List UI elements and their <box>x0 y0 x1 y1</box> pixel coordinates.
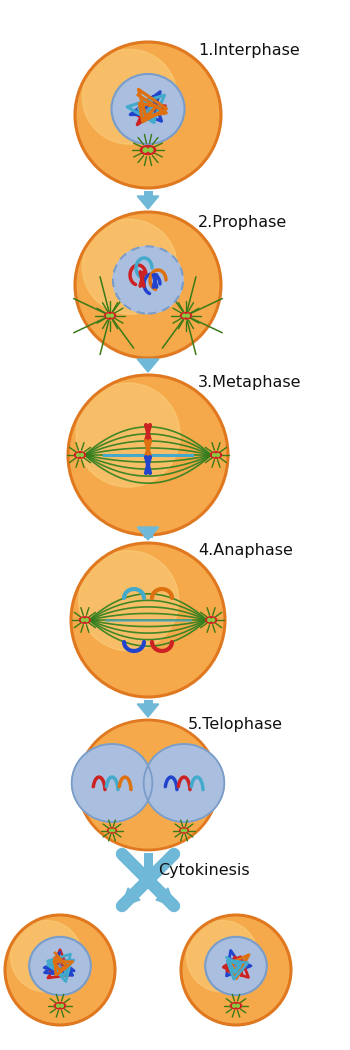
Circle shape <box>61 1004 63 1007</box>
Circle shape <box>111 314 113 317</box>
Ellipse shape <box>75 452 85 458</box>
Ellipse shape <box>78 720 218 850</box>
Ellipse shape <box>55 1003 65 1009</box>
Bar <box>144 853 153 878</box>
Circle shape <box>82 219 177 314</box>
Circle shape <box>236 1004 239 1007</box>
Circle shape <box>57 1004 60 1007</box>
Circle shape <box>75 212 221 358</box>
Circle shape <box>216 454 219 457</box>
Text: 2.Prophase: 2.Prophase <box>198 214 287 230</box>
Bar <box>144 191 153 196</box>
Ellipse shape <box>181 313 191 319</box>
Text: 4.Anaphase: 4.Anaphase <box>198 544 293 559</box>
Ellipse shape <box>105 313 116 319</box>
Ellipse shape <box>210 452 222 458</box>
Polygon shape <box>122 888 140 906</box>
Circle shape <box>82 49 177 144</box>
Circle shape <box>75 42 221 188</box>
Circle shape <box>76 383 180 487</box>
Ellipse shape <box>231 1003 241 1009</box>
Circle shape <box>80 454 83 457</box>
Polygon shape <box>137 704 159 717</box>
Ellipse shape <box>75 751 149 819</box>
Polygon shape <box>137 359 159 372</box>
Text: 3.Metaphase: 3.Metaphase <box>198 376 301 391</box>
Ellipse shape <box>79 616 90 624</box>
Circle shape <box>85 618 88 622</box>
Bar <box>144 359 153 361</box>
Circle shape <box>233 1004 236 1007</box>
Circle shape <box>184 830 187 832</box>
Ellipse shape <box>205 937 267 995</box>
Ellipse shape <box>113 247 183 314</box>
Circle shape <box>181 830 184 832</box>
Circle shape <box>71 543 225 697</box>
Text: 5.Telophase: 5.Telophase <box>188 716 283 732</box>
Polygon shape <box>156 888 174 906</box>
Circle shape <box>112 830 115 832</box>
Polygon shape <box>137 527 159 540</box>
Ellipse shape <box>144 744 224 822</box>
Circle shape <box>183 314 186 317</box>
Circle shape <box>107 314 110 317</box>
Circle shape <box>79 550 179 651</box>
Ellipse shape <box>72 744 152 822</box>
Circle shape <box>10 921 82 992</box>
Ellipse shape <box>112 74 184 144</box>
Ellipse shape <box>180 827 188 833</box>
Circle shape <box>143 148 147 152</box>
Circle shape <box>77 454 79 457</box>
Circle shape <box>148 148 153 152</box>
Circle shape <box>59 959 69 969</box>
Ellipse shape <box>29 937 91 995</box>
Circle shape <box>212 454 216 457</box>
Circle shape <box>208 618 211 622</box>
Circle shape <box>82 618 84 622</box>
Polygon shape <box>137 196 159 209</box>
Text: Cytokinesis: Cytokinesis <box>158 862 250 878</box>
Ellipse shape <box>206 616 217 624</box>
Ellipse shape <box>140 146 156 154</box>
Bar <box>144 700 153 704</box>
Circle shape <box>211 618 215 622</box>
Circle shape <box>187 921 258 992</box>
Circle shape <box>181 915 291 1025</box>
Circle shape <box>235 959 245 969</box>
Circle shape <box>186 314 189 317</box>
Circle shape <box>5 915 115 1025</box>
Text: 1.Interphase: 1.Interphase <box>198 42 300 58</box>
Ellipse shape <box>147 751 221 819</box>
Circle shape <box>146 101 158 113</box>
Circle shape <box>68 375 228 536</box>
Bar <box>144 527 153 538</box>
Ellipse shape <box>107 827 117 833</box>
Circle shape <box>109 830 112 832</box>
